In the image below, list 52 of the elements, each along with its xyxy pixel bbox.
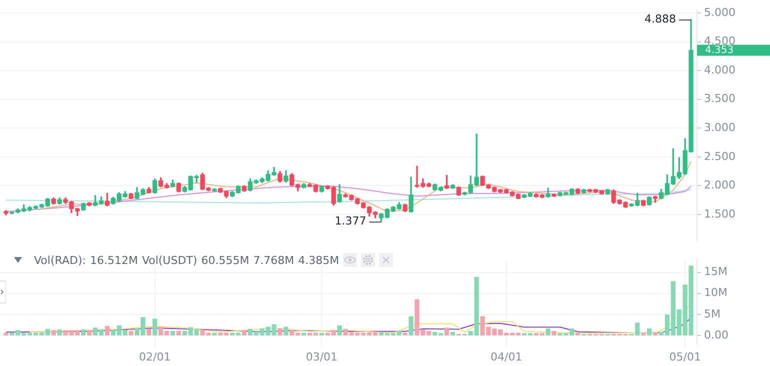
bar — [402, 332, 408, 336]
annotation: 60.555M — [201, 254, 250, 266]
y-tick-label: 5M — [704, 307, 720, 320]
bar — [212, 332, 217, 336]
y-tick-label: 1.500 — [704, 207, 736, 220]
annotation: Vol(RAD): — [34, 254, 86, 266]
bar — [546, 328, 550, 336]
y-tick-label: 10M — [704, 286, 728, 300]
y-tick-label: 3.500 — [704, 92, 736, 106]
text: 4.353 — [705, 44, 734, 56]
bar — [87, 330, 92, 336]
y-tick-label: 5.000 — [704, 6, 736, 19]
bar — [278, 328, 282, 336]
y-tick-label: 3.000 — [704, 121, 736, 134]
y-tick-label: 2.000 — [704, 178, 736, 192]
bar — [57, 329, 62, 336]
bar — [576, 332, 580, 336]
y-tick-label: 0.00 — [704, 328, 728, 342]
bar — [4, 332, 8, 336]
bar — [81, 329, 86, 336]
annotation: 7.768M — [253, 254, 294, 266]
bar — [450, 332, 456, 336]
annotation: 4.385M — [298, 254, 340, 266]
annotation: 1.377 — [334, 214, 366, 228]
bar — [408, 316, 414, 336]
bar — [552, 331, 556, 336]
bar — [337, 326, 342, 336]
x-tick-label: 05/01 — [669, 350, 701, 364]
annotation: 4.888 — [644, 12, 676, 26]
bar — [284, 326, 288, 336]
bar — [647, 328, 652, 336]
bar — [176, 331, 182, 336]
bar — [444, 328, 450, 336]
x-tick-label: 02/01 — [139, 350, 171, 364]
annotation: Vol(USDT) — [142, 254, 198, 266]
bar — [152, 318, 158, 336]
bar — [104, 326, 110, 336]
x-tick-label: 03/01 — [306, 350, 338, 364]
y-tick-label: 2.500 — [704, 150, 736, 163]
bar — [641, 332, 646, 336]
bar — [146, 328, 152, 336]
annotation: 16.512M — [90, 254, 138, 266]
bar — [170, 331, 176, 336]
y-tick-label: 15M — [704, 265, 728, 278]
bar — [319, 332, 324, 336]
y-tick-label: 4.000 — [704, 63, 736, 76]
bar — [128, 331, 134, 336]
bar — [301, 332, 306, 336]
bar — [652, 332, 658, 336]
x-tick-label: 04/01 — [490, 350, 522, 364]
bar — [242, 330, 247, 336]
bar — [51, 330, 56, 336]
